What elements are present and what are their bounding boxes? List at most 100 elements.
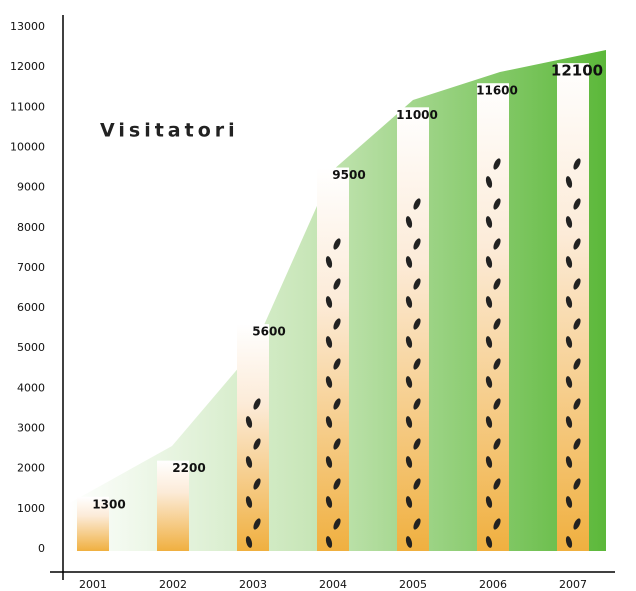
footprint [485, 198, 501, 228]
foot-right [333, 398, 341, 410]
foot-left [565, 416, 573, 428]
footprint [245, 478, 261, 508]
chart-title: Visitatori [100, 120, 239, 142]
foot-right [413, 438, 421, 450]
footprint [485, 438, 501, 468]
footprint [245, 438, 261, 468]
footprint [485, 358, 501, 388]
foot-left [405, 536, 413, 548]
footprint [565, 478, 581, 508]
value-label: 5600 [252, 325, 285, 339]
y-tick-label: 11000 [10, 100, 45, 113]
foot-right [253, 398, 261, 410]
foot-left [245, 416, 253, 428]
y-tick-label: 8000 [17, 221, 45, 234]
footprint [565, 318, 581, 348]
footprint [485, 318, 501, 348]
y-tick-label: 3000 [17, 422, 45, 435]
x-tick-label: 2007 [559, 578, 587, 591]
footprint [245, 518, 261, 548]
foot-right [493, 318, 501, 330]
foot-left [565, 336, 573, 348]
foot-right [493, 398, 501, 410]
foot-left [405, 496, 413, 508]
foot-right [493, 478, 501, 490]
footprint [405, 398, 421, 428]
foot-left [565, 176, 573, 188]
footprint [405, 238, 421, 268]
footprint [245, 398, 261, 428]
footprint [325, 278, 341, 308]
foot-right [493, 438, 501, 450]
footprint [405, 198, 421, 228]
foot-left [485, 176, 493, 188]
foot-right [573, 398, 581, 410]
footprint [565, 438, 581, 468]
foot-right [413, 518, 421, 530]
foot-left [485, 456, 493, 468]
footprint [485, 238, 501, 268]
footprint [325, 318, 341, 348]
y-tick-label: 4000 [17, 381, 45, 394]
foot-right [493, 158, 501, 170]
foot-right [253, 518, 261, 530]
foot-left [325, 336, 333, 348]
foot-right [573, 198, 581, 210]
foot-right [413, 198, 421, 210]
foot-left [565, 536, 573, 548]
foot-left [565, 496, 573, 508]
foot-left [485, 496, 493, 508]
foot-right [493, 518, 501, 530]
foot-right [493, 278, 501, 290]
foot-left [325, 456, 333, 468]
value-label: 1300 [92, 497, 125, 511]
foot-left [485, 416, 493, 428]
foot-left [485, 536, 493, 548]
foot-right [413, 358, 421, 370]
foot-right [573, 438, 581, 450]
footprint [565, 278, 581, 308]
footprint [565, 358, 581, 388]
foot-right [333, 358, 341, 370]
foot-left [325, 296, 333, 308]
value-label: 11600 [476, 84, 518, 98]
foot-right [333, 238, 341, 250]
foot-left [565, 376, 573, 388]
foot-right [493, 198, 501, 210]
y-tick-label: 1000 [17, 502, 45, 515]
foot-right [413, 478, 421, 490]
foot-left [405, 296, 413, 308]
foot-right [493, 358, 501, 370]
foot-left [405, 216, 413, 228]
bar [77, 496, 109, 551]
foot-left [245, 496, 253, 508]
foot-left [405, 256, 413, 268]
foot-right [333, 438, 341, 450]
y-tick-label: 2000 [17, 462, 45, 475]
footprint [565, 398, 581, 428]
y-tick-label: 6000 [17, 301, 45, 314]
y-tick-label: 0 [38, 542, 45, 555]
foot-right [573, 478, 581, 490]
foot-left [565, 296, 573, 308]
foot-right [413, 318, 421, 330]
value-label: 12100 [551, 62, 603, 80]
foot-left [565, 256, 573, 268]
foot-right [333, 278, 341, 290]
y-tick-label: 10000 [10, 140, 45, 153]
footprint [325, 518, 341, 548]
footprint [565, 238, 581, 268]
y-tick-label: 13000 [10, 20, 45, 33]
foot-left [485, 216, 493, 228]
foot-left [405, 376, 413, 388]
foot-left [405, 416, 413, 428]
footprint [565, 518, 581, 548]
y-tick-label: 9000 [17, 181, 45, 194]
bar [397, 107, 429, 552]
footprint [325, 438, 341, 468]
footprint [405, 438, 421, 468]
value-label: 9500 [332, 168, 365, 182]
footprint [565, 198, 581, 228]
foot-right [253, 438, 261, 450]
footprint [485, 518, 501, 548]
